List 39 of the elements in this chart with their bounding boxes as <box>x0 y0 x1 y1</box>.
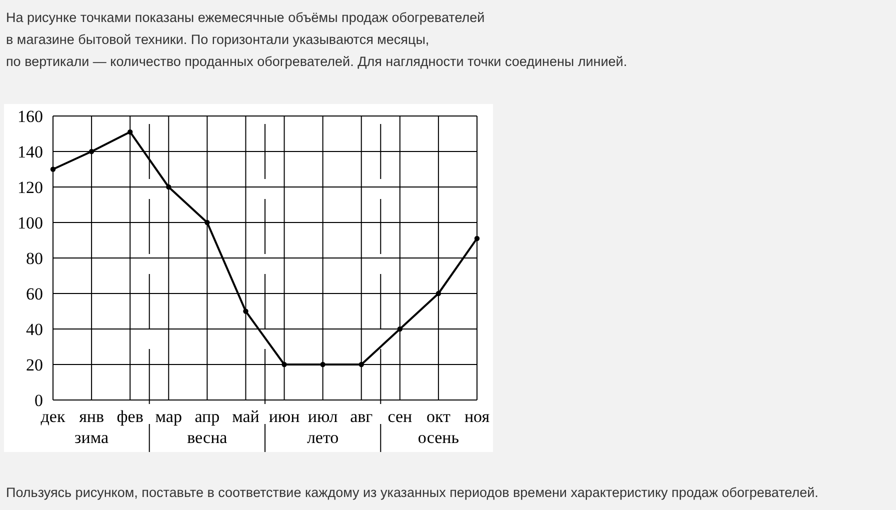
x-tick-label: фев <box>116 407 144 426</box>
text: осень <box>418 428 460 447</box>
x-tick-label: мар <box>155 407 182 426</box>
x-tick-label: дек <box>40 407 66 426</box>
point <box>358 362 364 368</box>
y-tick-label: 40 <box>26 320 43 339</box>
point <box>204 220 210 226</box>
point <box>474 236 480 242</box>
x-tick-label: июл <box>308 407 338 426</box>
point <box>127 129 133 135</box>
x-tick-label: июн <box>268 407 300 426</box>
y-tick-label: 100 <box>18 213 43 232</box>
point <box>50 166 56 172</box>
y-tick-label: 160 <box>18 106 43 126</box>
point <box>320 362 326 368</box>
x-tick-label: апр <box>194 407 220 426</box>
point <box>166 184 172 190</box>
x-tick-label: авг <box>350 407 373 426</box>
text: лето <box>306 428 339 447</box>
text: Пользуясь рисунком, поставьте в соответствие каждому из указанных периодов времени характеристику продаж обогревателей. <box>6 485 818 500</box>
y-tick-label: 0 <box>34 390 43 410</box>
text: зима <box>74 428 109 447</box>
point <box>397 326 403 332</box>
x-tick-label: сен <box>388 407 412 426</box>
point <box>88 148 94 154</box>
y-tick-label: 140 <box>18 142 43 162</box>
text: весна <box>187 428 228 447</box>
y-tick-label: 120 <box>18 178 43 197</box>
x-tick-label: ноя <box>464 407 490 426</box>
x-tick-label: май <box>232 407 260 426</box>
point <box>243 308 248 314</box>
y-tick-label: 20 <box>26 355 43 374</box>
x-tick-label: янв <box>79 407 104 426</box>
y-tick-label: 80 <box>26 248 43 268</box>
point <box>282 362 287 368</box>
x-tick-label: окт <box>426 407 452 426</box>
y-tick-label: 60 <box>26 284 43 304</box>
chart-title: На рисунке точками показаны ежемесячные объёмы продаж обогревателей в магазине бытовой техники. По горизонтали указываются месяцы, по вертикали — количество проданных обогревателей. Для наглядности точки соединены линией. <box>6 10 628 69</box>
point <box>436 290 442 296</box>
